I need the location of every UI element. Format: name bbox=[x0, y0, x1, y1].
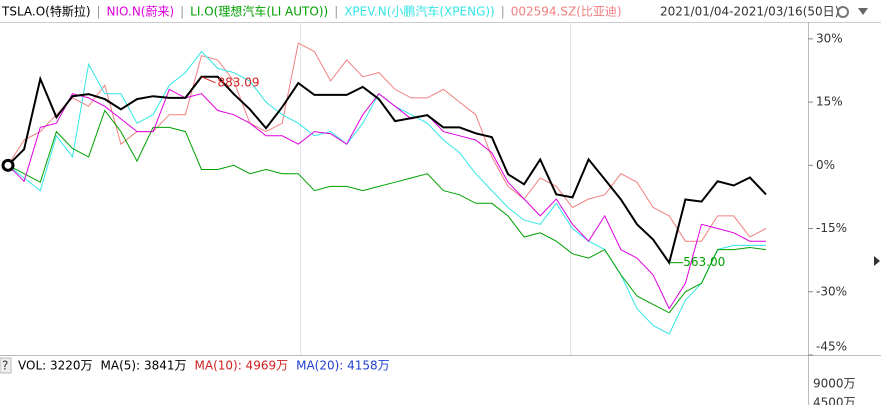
annotation: 883.09 bbox=[218, 75, 260, 89]
legend-entry: LI.O(理想汽车(LI AUTO)) bbox=[190, 4, 328, 19]
separator: | bbox=[334, 5, 338, 19]
volume-legend: MA(20): 4158万 bbox=[296, 359, 390, 373]
series-line bbox=[7, 75, 767, 266]
y-tick-label: 30% bbox=[816, 31, 843, 45]
volume-legend: VOL: 3220万 bbox=[18, 359, 93, 373]
y-tick-label: -45% bbox=[816, 340, 847, 354]
help-box[interactable] bbox=[0, 357, 12, 374]
volume-axis-label: 9000万 bbox=[813, 377, 856, 391]
series-line bbox=[7, 42, 767, 242]
legend-entry: XPEV.N(小鹏汽车(XPENG)) bbox=[344, 4, 495, 19]
y-tick-label: -15% bbox=[816, 221, 847, 235]
series-line bbox=[7, 109, 767, 314]
legend-entry: TSLA.O(特斯拉) bbox=[1, 4, 91, 19]
separator: | bbox=[180, 5, 184, 19]
volume-legend: MA(10): 4969万 bbox=[195, 359, 289, 373]
date-range: 2021/01/04-2021/03/16(50日) bbox=[660, 5, 839, 19]
dropdown-icon[interactable] bbox=[858, 8, 868, 15]
annotation: 563.00 bbox=[683, 255, 725, 269]
help[interactable]: ? bbox=[2, 359, 8, 373]
legend-entry: 002594.SZ(比亚迪) bbox=[511, 5, 622, 19]
volume-axis-label: 4500万 bbox=[813, 396, 856, 405]
separator: | bbox=[97, 5, 101, 19]
volume-legend: MA(5): 3841万 bbox=[101, 359, 187, 373]
settings-icon[interactable] bbox=[837, 6, 849, 18]
settings-icon-shape[interactable] bbox=[837, 6, 849, 18]
separator: | bbox=[501, 5, 505, 19]
annotation-leader bbox=[201, 76, 216, 84]
legend-entry: NIO.N(蔚来) bbox=[107, 5, 175, 19]
y-tick-label: 15% bbox=[816, 95, 843, 109]
series-line bbox=[7, 88, 766, 310]
y-tick-label: -30% bbox=[816, 284, 847, 298]
expand-arrow[interactable] bbox=[874, 256, 880, 266]
y-tick-label: 0% bbox=[816, 158, 835, 172]
start-marker bbox=[1, 158, 15, 172]
